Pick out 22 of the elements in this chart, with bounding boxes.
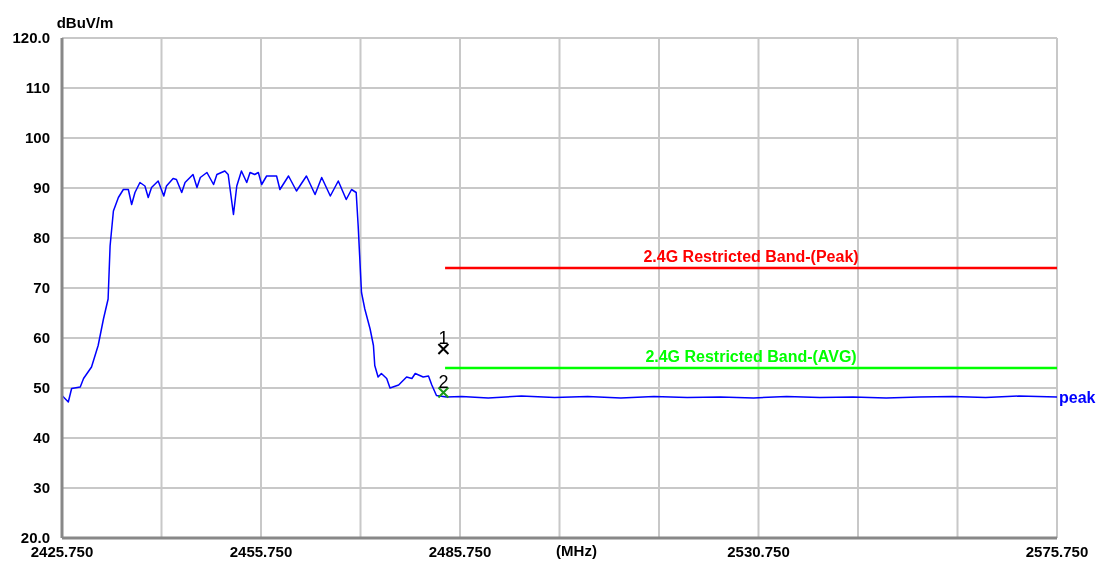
annotation: 2 — [438, 371, 449, 392]
x-axis-title: (MHz) — [556, 542, 597, 559]
y-tick-label: 40 — [33, 429, 50, 447]
series-label: peak — [1059, 388, 1096, 406]
line-series — [62, 170, 1057, 403]
y-tick-label: 30 — [33, 479, 50, 497]
y-tick-label: 90 — [33, 179, 50, 197]
y-tick-label: 50 — [33, 379, 50, 397]
x-tick-label: 2485.750 — [428, 542, 492, 560]
y-tick-label: 120.0 — [12, 29, 50, 47]
x-tick-label: 2455.750 — [229, 542, 293, 560]
y-tick-label: 70 — [33, 279, 50, 297]
y-tick-label: 60 — [33, 329, 50, 347]
series-label: 2.4G Restricted Band-(Peak) — [643, 248, 859, 265]
x-tick-label: 2575.750 — [1025, 542, 1089, 560]
y-axis-title: dBuV/m — [56, 14, 114, 31]
y-tick-label: 110 — [25, 79, 50, 97]
y-tick-label: 100 — [24, 129, 50, 147]
x-tick-label: 2530.750 — [727, 542, 790, 560]
annotation: 1 — [438, 328, 449, 348]
series-label: 2.4G Restricted Band-(AVG) — [645, 348, 857, 365]
y-tick-label: 80 — [33, 229, 50, 247]
